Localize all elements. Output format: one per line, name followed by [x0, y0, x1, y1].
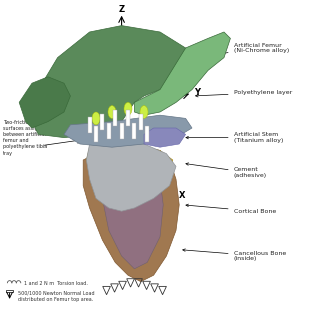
Bar: [145, 126, 149, 142]
Ellipse shape: [108, 106, 116, 118]
Ellipse shape: [140, 106, 148, 118]
Text: Cancellous Bone
(inside): Cancellous Bone (inside): [183, 249, 286, 261]
Bar: [88, 117, 92, 133]
Bar: [120, 123, 124, 139]
Polygon shape: [86, 134, 176, 211]
Polygon shape: [90, 154, 166, 179]
Text: X: X: [179, 191, 186, 200]
Text: Artificial Stem
(Titanium alloy): Artificial Stem (Titanium alloy): [186, 132, 283, 143]
Bar: [126, 110, 130, 126]
Bar: [132, 123, 136, 139]
Polygon shape: [134, 32, 230, 115]
Polygon shape: [19, 77, 70, 128]
Polygon shape: [144, 128, 186, 147]
Text: Y: Y: [194, 88, 200, 97]
Bar: [139, 114, 143, 130]
Text: Cortical Bone: Cortical Bone: [186, 204, 276, 214]
Bar: [6, 290, 13, 292]
Ellipse shape: [92, 112, 100, 125]
Polygon shape: [86, 144, 173, 186]
Text: Two-friction contact
surfaces assigned
between artificial
femur and
polyethylene: Two-friction contact surfaces assigned b…: [3, 120, 52, 156]
Bar: [94, 126, 98, 142]
Polygon shape: [83, 147, 179, 282]
Text: Cement
(adhesive): Cement (adhesive): [186, 163, 267, 178]
Polygon shape: [102, 163, 163, 269]
Bar: [100, 114, 104, 130]
Polygon shape: [32, 26, 192, 138]
Text: 1 and 2 N m  Torsion load.: 1 and 2 N m Torsion load.: [24, 281, 88, 286]
Bar: [107, 123, 111, 139]
Text: Polyethylene layer: Polyethylene layer: [196, 90, 292, 97]
Polygon shape: [64, 115, 192, 147]
Text: Z: Z: [118, 5, 125, 14]
Text: 500/1000 Newton Normal Load
distributed on Femur top area.: 500/1000 Newton Normal Load distributed …: [18, 291, 94, 302]
Ellipse shape: [124, 102, 132, 115]
Bar: [113, 110, 117, 126]
Text: Artificial Femur
(Ni-Chrome alloy): Artificial Femur (Ni-Chrome alloy): [196, 43, 289, 58]
